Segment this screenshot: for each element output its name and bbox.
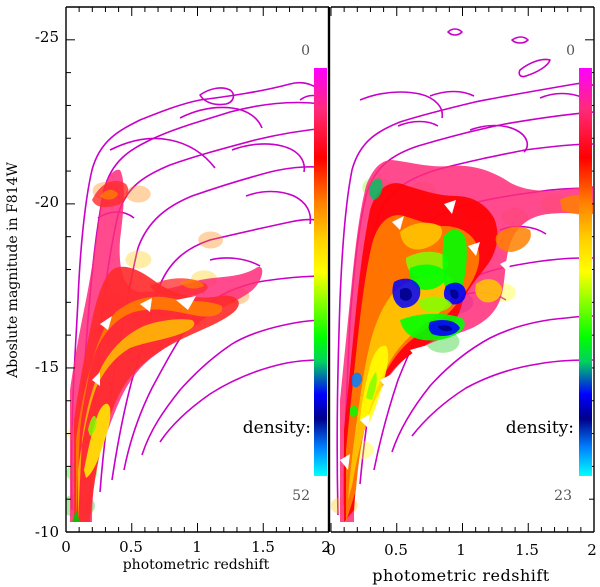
- right-colorbar: 0 density: 23: [506, 43, 592, 504]
- density-blob: [198, 231, 224, 249]
- x-tick-label: 0.5: [384, 541, 408, 559]
- x-tick-label: 0.5: [119, 538, 143, 556]
- left-colorbar: 0 density: 52: [243, 43, 327, 504]
- left-density-core: [70, 169, 263, 522]
- right-x-axis-title: photometric redshift: [372, 566, 550, 585]
- x-tick-label: 1.5: [251, 538, 275, 556]
- density-blob: [125, 250, 152, 269]
- x-tick-label: 0: [326, 541, 336, 559]
- x-tick-label: 0: [61, 538, 71, 556]
- left-x-axis-title: photometric redshift: [123, 557, 270, 573]
- left-colorbar-title: density:: [243, 418, 311, 438]
- left-colorbar-top-label: 0: [301, 43, 310, 59]
- left-colorbar-bottom-label: 52: [292, 488, 310, 504]
- y-tick-label: -25: [35, 28, 59, 46]
- x-tick-label: 2: [321, 538, 331, 556]
- left-y-tick-labels: -25 -20 -15 -10: [35, 28, 59, 541]
- y-tick-label: -10: [35, 523, 59, 541]
- right-colorbar-gradient: [579, 68, 592, 476]
- x-tick-label: 1: [192, 538, 202, 556]
- left-ticks: [65, 6, 330, 533]
- right-colorbar-title: density:: [506, 418, 574, 438]
- right-x-tick-labels: 0 0.5 1 1.5 2: [326, 541, 597, 559]
- x-tick-label: 1.5: [515, 541, 539, 559]
- right-colorbar-bottom-label: 23: [554, 488, 572, 504]
- y-axis-title: Aboslute magnitude in F814W: [5, 162, 21, 379]
- left-x-tick-labels: 0 0.5 1 1.5 2: [61, 538, 331, 556]
- x-tick-label: 1: [456, 541, 466, 559]
- right-panel: 0 0.5 1 1.5 2 photometric redshift 0 den…: [326, 6, 597, 585]
- left-colorbar-gradient: [314, 68, 327, 476]
- density-blob: [125, 185, 151, 203]
- y-tick-label: -20: [35, 193, 59, 211]
- x-tick-label: 2: [587, 541, 597, 559]
- left-panel: -25 -20 -15 -10 0 0.5 1 1.5 2 Aboslute m…: [5, 6, 331, 573]
- right-density-core: [340, 160, 593, 522]
- right-colorbar-top-label: 0: [566, 43, 575, 59]
- y-tick-label: -15: [35, 358, 59, 376]
